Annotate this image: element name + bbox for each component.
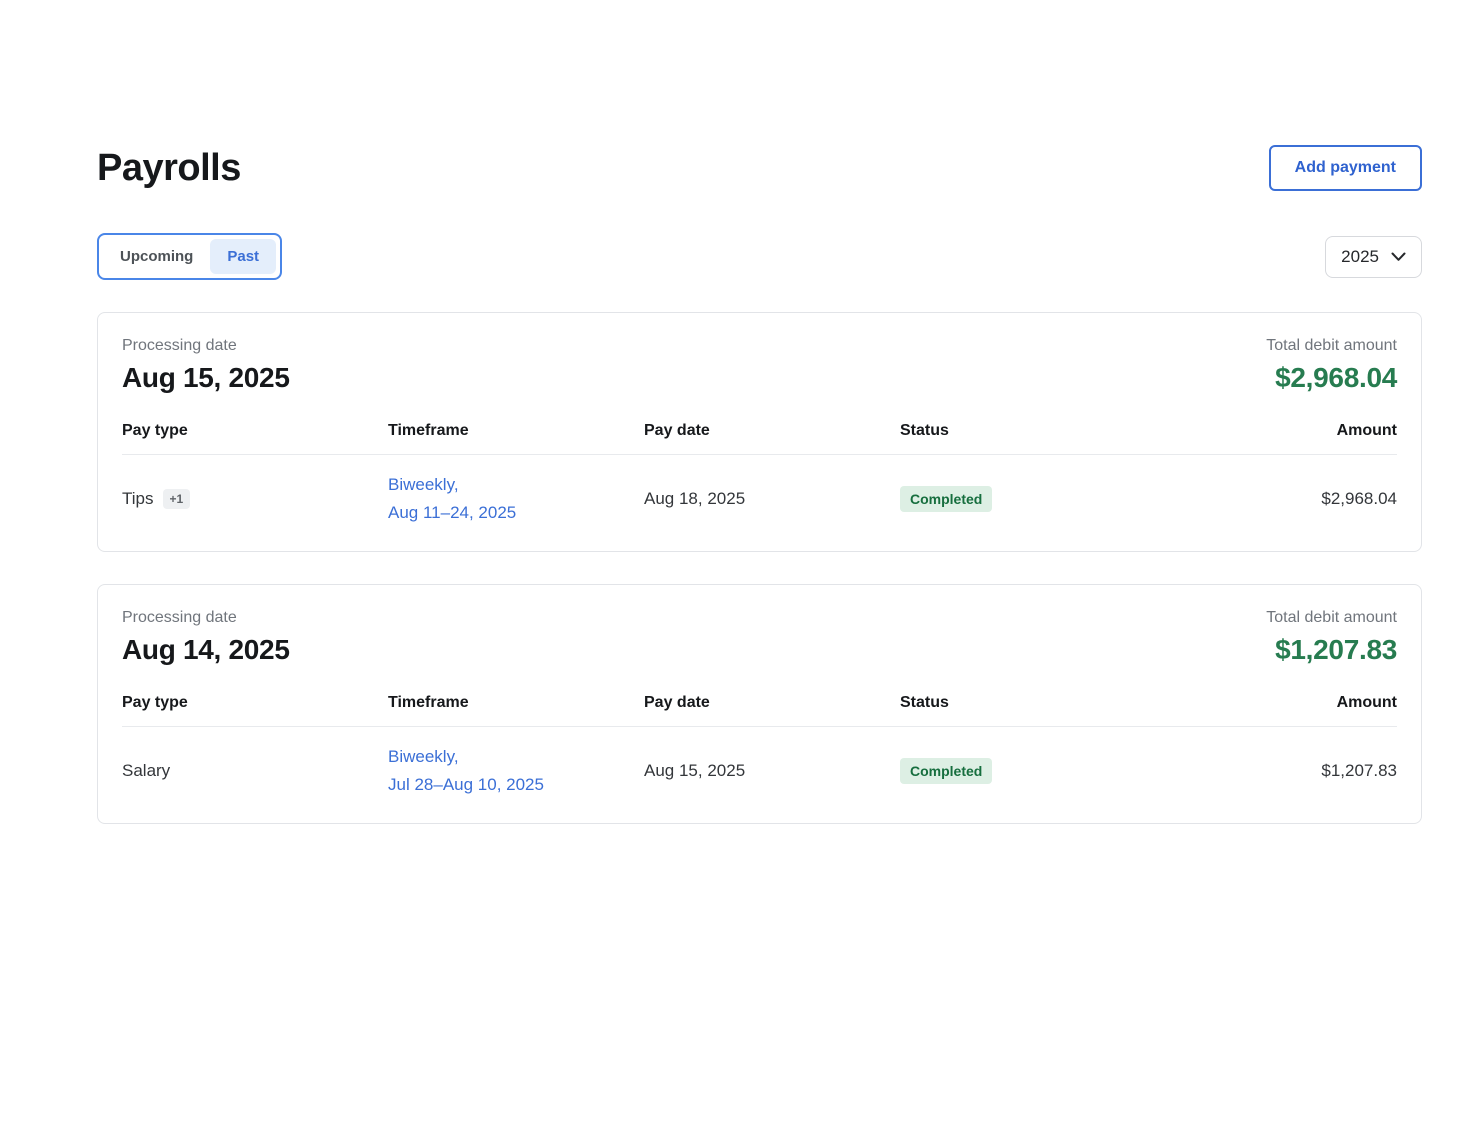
processing-date-value: Aug 14, 2025 xyxy=(122,634,290,665)
processing-date-label: Processing date xyxy=(122,337,237,354)
timeframe-link[interactable]: Biweekly, Jul 28–Aug 10, 2025 xyxy=(388,747,544,794)
col-header-status: Status xyxy=(900,422,949,439)
timeframe-link[interactable]: Biweekly, Aug 11–24, 2025 xyxy=(388,475,517,522)
processing-date-value: Aug 15, 2025 xyxy=(122,362,290,393)
col-header-amount: Amount xyxy=(1336,694,1397,711)
timeframe-cell: Biweekly, Jul 28–Aug 10, 2025 xyxy=(388,743,644,799)
pay-type-value: Tips xyxy=(122,489,154,508)
table-row: Tips +1 Biweekly, Aug 11–24, 2025 Aug 18… xyxy=(122,455,1397,527)
table-header-row: Pay type Timeframe Pay date Status Amoun… xyxy=(122,694,1397,727)
total-debit-amount: $1,207.83 xyxy=(1275,634,1397,665)
total-debit-label: Total debit amount xyxy=(1266,609,1397,626)
col-header-pay-type: Pay type xyxy=(122,422,188,439)
year-dropdown[interactable]: 2025 xyxy=(1325,235,1422,278)
table-header-row: Pay type Timeframe Pay date Status Amoun… xyxy=(122,422,1397,455)
upcoming-past-toggle: Upcoming Past xyxy=(97,233,283,280)
pay-type-cell: Salary xyxy=(122,761,388,781)
total-debit-label: Total debit amount xyxy=(1266,337,1397,354)
payroll-table: Pay type Timeframe Pay date Status Amoun… xyxy=(122,694,1397,799)
payroll-table: Pay type Timeframe Pay date Status Amoun… xyxy=(122,422,1397,527)
col-header-amount: Amount xyxy=(1336,422,1397,439)
amount-cell: $1,207.83 xyxy=(1321,761,1397,780)
page-header: Payrolls Add payment xyxy=(97,145,1422,191)
status-badge: Completed xyxy=(900,757,993,785)
col-header-status: Status xyxy=(900,694,949,711)
pay-date-cell: Aug 15, 2025 xyxy=(644,761,746,780)
col-header-pay-type: Pay type xyxy=(122,694,188,711)
card-header: Processing date Aug 15, 2025 Total debit… xyxy=(122,337,1397,394)
status-cell: Completed xyxy=(900,485,1150,513)
year-dropdown-value: 2025 xyxy=(1341,246,1379,266)
tab-past[interactable]: Past xyxy=(210,239,277,274)
filters-row: Upcoming Past 2025 xyxy=(97,233,1422,280)
pay-type-cell: Tips +1 xyxy=(122,489,388,509)
total-debit-amount: $2,968.04 xyxy=(1275,362,1397,393)
col-header-timeframe: Timeframe xyxy=(388,422,469,439)
amount-cell: $2,968.04 xyxy=(1321,489,1397,508)
chevron-down-icon xyxy=(1391,252,1406,262)
page-title: Payrolls xyxy=(97,146,241,189)
processing-date-label: Processing date xyxy=(122,609,237,626)
tab-upcoming[interactable]: Upcoming xyxy=(120,248,194,265)
col-header-pay-date: Pay date xyxy=(644,422,710,439)
pay-type-value: Salary xyxy=(122,761,171,780)
payrolls-page: Payrolls Add payment Upcoming Past 2025 … xyxy=(97,145,1422,824)
col-header-timeframe: Timeframe xyxy=(388,694,469,711)
table-row: Salary Biweekly, Jul 28–Aug 10, 2025 Aug… xyxy=(122,727,1397,799)
payroll-card-aug-14: Processing date Aug 14, 2025 Total debit… xyxy=(97,584,1422,824)
status-badge: Completed xyxy=(900,485,993,513)
more-pay-types-chip[interactable]: +1 xyxy=(162,489,191,509)
timeframe-cell: Biweekly, Aug 11–24, 2025 xyxy=(388,471,644,527)
payroll-card-aug-15: Processing date Aug 15, 2025 Total debit… xyxy=(97,312,1422,552)
card-header: Processing date Aug 14, 2025 Total debit… xyxy=(122,609,1397,666)
add-payment-button[interactable]: Add payment xyxy=(1268,145,1422,191)
pay-date-cell: Aug 18, 2025 xyxy=(644,489,746,508)
status-cell: Completed xyxy=(900,757,1150,785)
col-header-pay-date: Pay date xyxy=(644,694,710,711)
